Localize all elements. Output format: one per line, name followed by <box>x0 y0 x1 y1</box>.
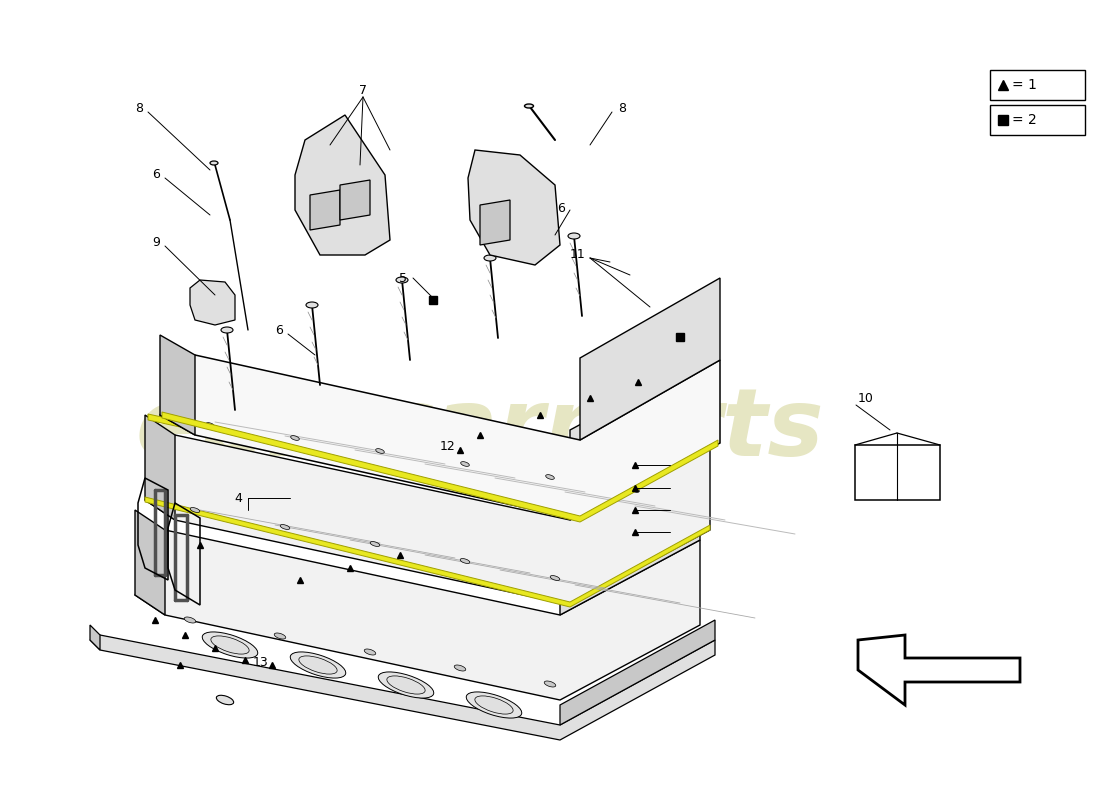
Polygon shape <box>190 280 235 325</box>
Polygon shape <box>145 497 710 607</box>
Ellipse shape <box>454 665 465 671</box>
Bar <box>670 467 695 479</box>
Ellipse shape <box>190 507 200 513</box>
Text: 7: 7 <box>359 83 367 97</box>
Ellipse shape <box>376 449 384 454</box>
Ellipse shape <box>484 255 496 261</box>
Polygon shape <box>560 430 700 615</box>
Text: eurocarparts: eurocarparts <box>135 384 824 476</box>
Polygon shape <box>90 635 715 740</box>
Polygon shape <box>295 115 390 255</box>
Polygon shape <box>90 625 100 650</box>
Text: 5: 5 <box>399 271 407 285</box>
Polygon shape <box>160 335 195 435</box>
Ellipse shape <box>371 542 380 546</box>
Polygon shape <box>580 278 720 440</box>
Polygon shape <box>990 70 1085 100</box>
Ellipse shape <box>217 695 233 705</box>
Text: 6: 6 <box>152 169 160 182</box>
Text: 11: 11 <box>570 247 585 261</box>
Ellipse shape <box>202 632 257 658</box>
Ellipse shape <box>306 302 318 308</box>
Ellipse shape <box>525 104 533 108</box>
Ellipse shape <box>673 506 693 514</box>
Ellipse shape <box>211 636 249 654</box>
Ellipse shape <box>210 161 218 165</box>
Polygon shape <box>340 180 370 220</box>
Ellipse shape <box>299 656 337 674</box>
Polygon shape <box>855 445 940 500</box>
Polygon shape <box>145 435 710 605</box>
Ellipse shape <box>667 503 698 517</box>
Polygon shape <box>135 530 700 700</box>
Ellipse shape <box>206 422 214 427</box>
Ellipse shape <box>184 617 196 623</box>
Ellipse shape <box>274 633 286 639</box>
Ellipse shape <box>630 488 639 492</box>
Ellipse shape <box>364 649 376 655</box>
Ellipse shape <box>461 462 470 466</box>
Polygon shape <box>560 620 715 725</box>
Text: a passion for parts since 1985: a passion for parts since 1985 <box>280 502 679 528</box>
Polygon shape <box>145 415 175 520</box>
Ellipse shape <box>466 692 521 718</box>
Ellipse shape <box>387 676 425 694</box>
Text: 9: 9 <box>152 235 160 249</box>
Text: 8: 8 <box>618 102 626 114</box>
Polygon shape <box>990 105 1085 135</box>
Polygon shape <box>135 510 165 615</box>
Polygon shape <box>570 355 710 520</box>
Polygon shape <box>310 190 340 230</box>
Ellipse shape <box>290 652 345 678</box>
Text: = 2: = 2 <box>1012 113 1036 127</box>
Ellipse shape <box>475 696 513 714</box>
Text: 6: 6 <box>275 325 283 338</box>
Polygon shape <box>162 412 718 522</box>
Ellipse shape <box>378 672 433 698</box>
Text: 6: 6 <box>557 202 565 214</box>
Ellipse shape <box>544 681 556 687</box>
Polygon shape <box>858 635 1020 705</box>
Ellipse shape <box>221 327 233 333</box>
Ellipse shape <box>280 525 289 530</box>
Polygon shape <box>468 150 560 265</box>
Ellipse shape <box>290 436 299 440</box>
Text: = 1: = 1 <box>1012 78 1037 92</box>
Ellipse shape <box>396 277 408 283</box>
Ellipse shape <box>546 474 554 479</box>
Text: 12: 12 <box>439 441 455 454</box>
Text: 10: 10 <box>858 391 873 405</box>
Text: 8: 8 <box>135 102 143 114</box>
Bar <box>600 523 625 535</box>
Polygon shape <box>480 200 510 245</box>
Polygon shape <box>160 355 720 520</box>
Ellipse shape <box>460 558 470 563</box>
Text: 13: 13 <box>252 655 268 669</box>
Bar <box>635 495 660 507</box>
Ellipse shape <box>550 575 560 581</box>
Polygon shape <box>148 414 705 512</box>
Ellipse shape <box>568 233 580 239</box>
Text: 4: 4 <box>234 491 242 505</box>
